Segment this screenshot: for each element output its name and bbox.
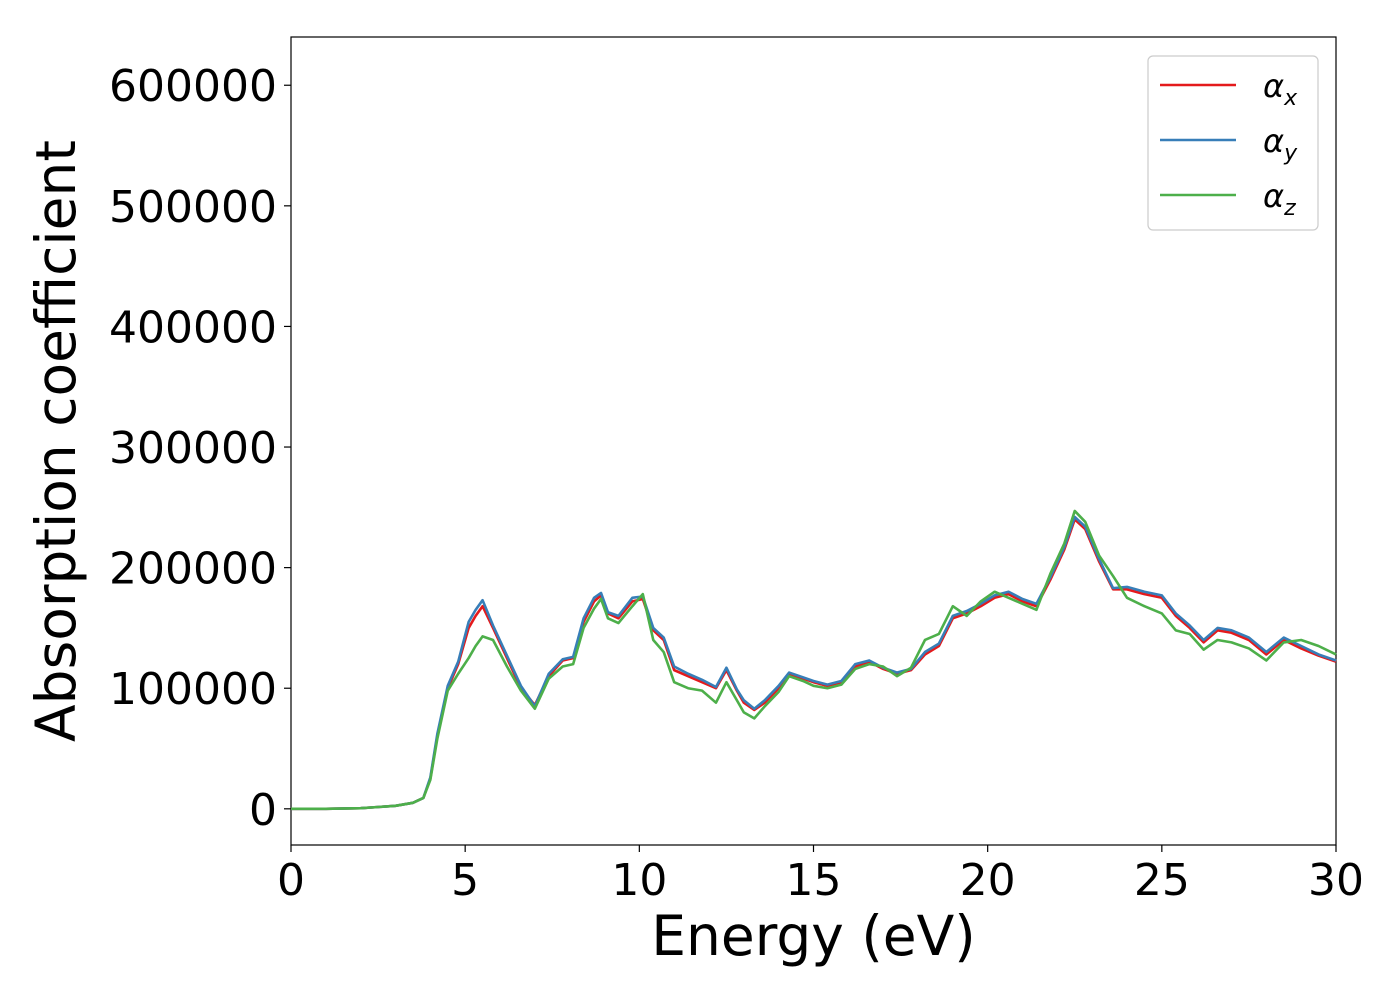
x-axis-label: Energy (eV) (651, 904, 975, 968)
legend: αx αy αz (1147, 55, 1319, 231)
series-line-y (291, 515, 1337, 811)
y-tick-label: 100000 (109, 664, 277, 715)
y-tick-label: 200000 (109, 544, 277, 595)
x-tick-label: 0 (277, 855, 305, 906)
series-line-z (291, 509, 1337, 811)
x-tick-label: 25 (1134, 855, 1190, 906)
legend-label-z: αz (1263, 177, 1296, 221)
y-axis-label: Absorption coefficient (24, 140, 88, 742)
y-tick-label: 300000 (109, 423, 277, 474)
x-tick-label: 10 (611, 855, 667, 906)
legend-box (1147, 55, 1319, 231)
y-tick-label: 500000 (109, 182, 277, 233)
legend-label-x: αx (1263, 67, 1298, 111)
y-axis: 0 100000 200000 300000 400000 500000 600000 (109, 61, 291, 836)
y-tick-label: 400000 (109, 302, 277, 353)
y-tick-label: 600000 (109, 61, 277, 112)
x-tick-label: 15 (786, 855, 842, 906)
legend-label-y: αy (1263, 122, 1298, 166)
x-tick-label: 30 (1308, 855, 1364, 906)
x-tick-label: 5 (451, 855, 479, 906)
x-tick-label: 20 (960, 855, 1016, 906)
x-axis: 0 5 10 15 20 25 30 (277, 845, 1364, 906)
series-layer (291, 509, 1337, 811)
y-tick-label: 0 (249, 785, 277, 836)
